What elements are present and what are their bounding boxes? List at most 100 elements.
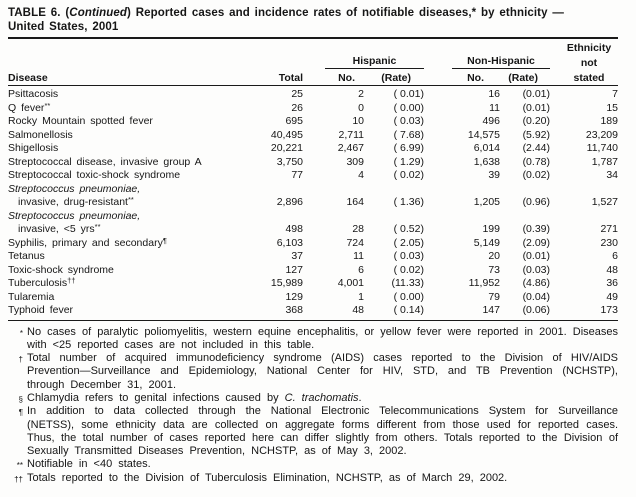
hispanic-no-value: 2,467 [337, 142, 364, 154]
footnote: ¶ In addition to data collected through t… [8, 405, 618, 458]
non-hispanic-no-value: 6,014 [473, 142, 500, 154]
non-hispanic-no-value: 16 [488, 88, 500, 100]
hispanic-rate-value: ( 1.29) [393, 155, 424, 168]
footnote: †† Totals reported to the Division of Tub… [8, 472, 618, 485]
ethnicity-not-stated-value: 1,787 [591, 155, 618, 168]
title-prefix: TABLE 6. ( [8, 7, 70, 19]
ethnicity-not-stated-value: 7 [612, 88, 618, 100]
header-non-hispanic-rate: (Rate) [508, 72, 538, 84]
non-hispanic-no-value: 5,149 [473, 236, 500, 249]
hispanic-rate-value: ( 2.05) [393, 236, 424, 249]
footnote-text: Total number of acquired immunodeficienc… [27, 352, 618, 391]
non-hispanic-no-value: 20 [488, 250, 500, 262]
ethnicity-not-stated-value: 1,527 [591, 196, 618, 208]
footnote-marker-sup: ** [127, 196, 134, 204]
non-hispanic-rate-value: (4.86) [522, 277, 550, 289]
disease-name: Salmonellosis [8, 128, 73, 141]
hispanic-no-value: 4,001 [337, 277, 364, 289]
footnote: * No cases of paralytic poliomyelitis, we… [8, 326, 618, 353]
table-row: Rocky Mountain spotted fever 695 10 ( 0.… [8, 115, 618, 129]
disease-name: Toxic-shock syndrome [8, 263, 114, 276]
header-total: Total [278, 72, 303, 84]
total-value: 695 [285, 115, 303, 127]
footnote-marker: ** [16, 461, 23, 471]
hispanic-rate-value: ( 0.00) [393, 290, 424, 303]
title-continued: Continued [69, 7, 128, 19]
total-value: 3,750 [276, 155, 303, 168]
ethnicity-not-stated-value: 11,740 [586, 142, 618, 154]
non-hispanic-no-value: 1,638 [473, 155, 500, 168]
non-hispanic-rate-value: (0.78) [522, 155, 550, 168]
hispanic-rate-value: ( 0.52) [393, 223, 424, 235]
non-hispanic-no-value: 11,952 [468, 277, 500, 289]
hispanic-no-value: 1 [358, 290, 364, 303]
hispanic-rate-value: ( 0.01) [393, 88, 424, 100]
table-row: Syphilis, primary and secondary¶ 6,103 7… [8, 237, 618, 251]
non-hispanic-no-value: 14,575 [467, 128, 500, 141]
footnote-marker: ¶ [18, 408, 23, 418]
disease-name: invasive, drug-resistant** [18, 196, 134, 208]
total-value: 77 [291, 169, 303, 181]
non-hispanic-rate-value: (0.96) [522, 196, 550, 208]
footnote-marker: †† [14, 474, 23, 484]
hispanic-rate-value: ( 0.03) [393, 115, 424, 127]
disease-name: Q fever** [8, 101, 51, 114]
non-hispanic-rate-value: (0.01) [522, 101, 550, 114]
table-row-species-header: Streptococcus pneumoniae, [8, 210, 618, 224]
disease-name: Typhoid fever [8, 304, 74, 316]
non-hispanic-rate-value: (0.39) [522, 223, 550, 235]
table-title-line2: United States, 2001 [8, 20, 119, 33]
hispanic-rate-value: ( 0.03) [393, 250, 424, 262]
footnote-text: Notifiable in <40 states. [27, 458, 151, 471]
table-row: Tetanus 37 11 ( 0.03) 20 (0.01) 6 [8, 250, 618, 264]
total-value: 129 [285, 290, 303, 303]
ethnicity-not-stated-value: 173 [600, 304, 618, 316]
hispanic-rate-value: ( 0.02) [393, 169, 424, 181]
total-value: 26 [291, 101, 303, 114]
disease-name: Shigellosis [8, 142, 59, 154]
hispanic-no-value: 0 [358, 101, 364, 114]
table-body: Psittacosis 25 2 ( 0.01) 16 (0.01) 7 Q f… [8, 86, 618, 321]
total-value: 127 [285, 263, 303, 276]
footnote-marker-sup: ** [94, 223, 101, 231]
footnote: § Chlamydia refers to genital infections … [8, 392, 618, 405]
header-hispanic-rate: (Rate) [381, 72, 411, 84]
total-value: 6,103 [276, 236, 303, 249]
ethnicity-not-stated-value: 48 [606, 263, 618, 276]
hispanic-no-value: 4 [358, 169, 364, 181]
non-hispanic-no-value: 1,205 [473, 196, 500, 208]
footnote-marker: § [18, 394, 23, 404]
total-value: 15,989 [270, 277, 303, 289]
non-hispanic-rate-value: (0.06) [522, 304, 550, 316]
footnotes-section: * No cases of paralytic poliomyelitis, we… [8, 326, 618, 486]
non-hispanic-rate-value: (0.02) [522, 169, 550, 181]
ethnicity-not-stated-value: 49 [606, 290, 618, 303]
table-row: invasive, <5 yrs** 498 28 ( 0.52) 199 (0… [8, 223, 618, 237]
header-disease: Disease [8, 72, 48, 84]
header-row-ethnicity: Ethnicity [8, 42, 618, 54]
header-hispanic-group: Hispanic [325, 55, 424, 69]
table-row: Psittacosis 25 2 ( 0.01) 16 (0.01) 7 [8, 88, 618, 102]
hispanic-no-value: 724 [346, 236, 364, 249]
total-value: 2,896 [276, 196, 303, 208]
table-header: Ethnicity Hispanic Non-Hispanic not Dise… [8, 39, 618, 86]
hispanic-rate-value: ( 7.68) [393, 128, 424, 141]
non-hispanic-no-value: 147 [482, 304, 500, 316]
non-hispanic-rate-value: (2.44) [522, 142, 550, 154]
disease-name: Streptococcal disease, invasive group A [8, 155, 202, 168]
ethnicity-not-stated-value: 189 [600, 115, 618, 127]
hispanic-rate-value: (11.33) [391, 277, 425, 289]
non-hispanic-rate-value: (0.01) [522, 250, 550, 262]
footnote-text: Totals reported to the Division of Tuber… [27, 471, 508, 484]
total-value: 368 [285, 304, 303, 316]
disease-name: Streptococcus pneumoniae, [8, 182, 141, 195]
disease-name: Psittacosis [8, 88, 59, 100]
hispanic-rate-value: ( 1.36) [393, 196, 424, 208]
table-row: Toxic-shock syndrome 127 6 ( 0.02) 73 (0… [8, 264, 618, 278]
table-row: Streptococcal disease, invasive group A … [8, 156, 618, 170]
footnote-marker-sup: ** [44, 101, 51, 110]
footnote-text: No cases of paralytic poliomyelitis, wes… [27, 325, 618, 351]
table-row: Salmonellosis 40,495 2,711 ( 7.68) 14,57… [8, 129, 618, 143]
non-hispanic-no-value: 199 [482, 223, 500, 235]
disease-name: Streptococcus pneumoniae, [8, 209, 141, 222]
